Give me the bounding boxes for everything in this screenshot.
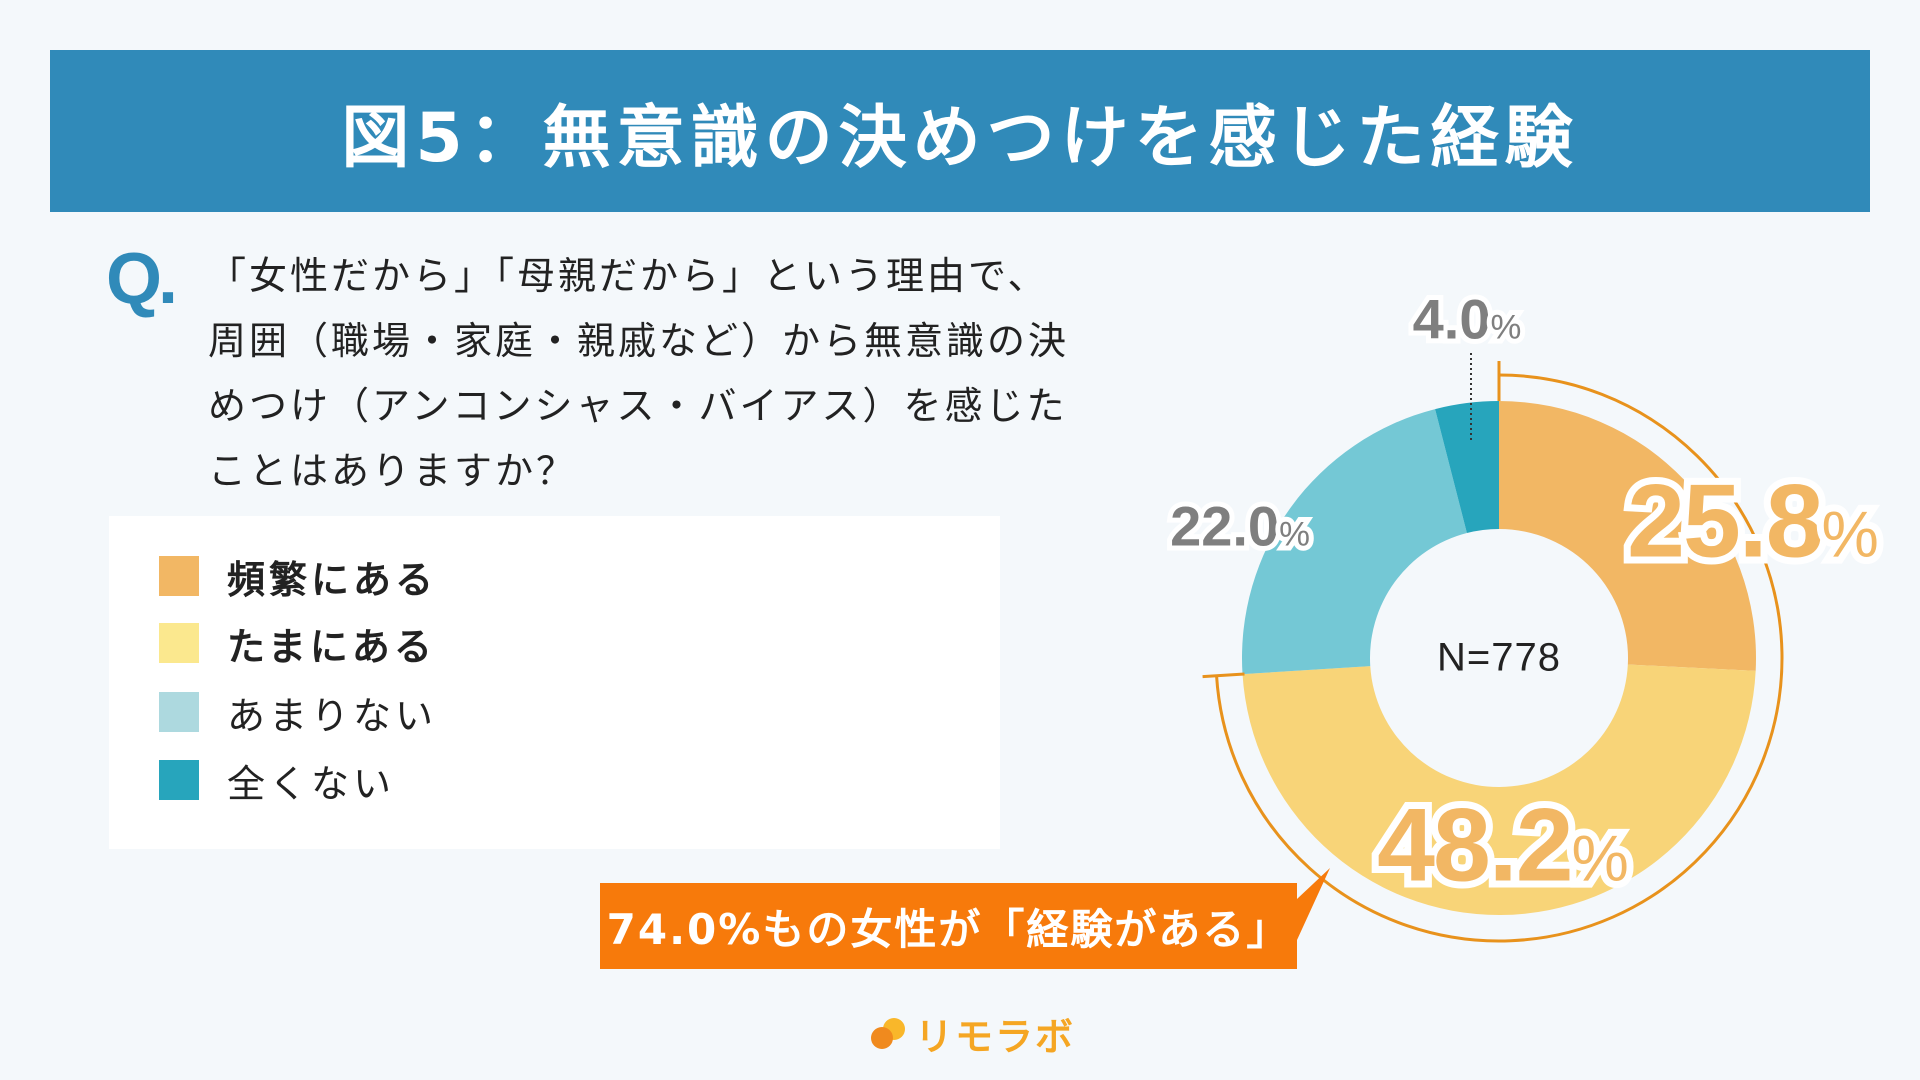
question-line: 周囲（職場・家庭・親戚など）から無意識の決 (208, 319, 1070, 363)
segment-sometimes (1242, 664, 1756, 916)
question-line: めつけ（アンコンシャス・バイアス）を感じた (208, 384, 1068, 428)
callout-pointer-icon (1297, 868, 1330, 940)
sample-size-label: N=778 (1437, 635, 1561, 680)
question-text: 「女性だから」「母親だから」という理由で、 周囲（職場・家庭・親戚など）から無意… (208, 244, 1188, 504)
legend-item-frequent: 頻繁にある (159, 555, 437, 602)
highlight-callout: 74.0%もの女性が「経験がある」 (600, 883, 1297, 969)
brand-logo: リモラボ (871, 1006, 1075, 1061)
label-never: 4.0% (1408, 283, 1527, 356)
legend-item-rarely: あまりない (159, 691, 437, 738)
segment-never (1435, 401, 1499, 534)
question-line: 「女性だから」「母親だから」という理由で、 (208, 254, 1049, 298)
title-banner: 図5：無意識の決めつけを感じた経験 (50, 50, 1870, 212)
legend-item-never: 全くない (159, 759, 395, 806)
segment-frequent (1499, 401, 1756, 671)
donut-segments (1241, 401, 1756, 916)
label-frequent: 25.8% (1620, 457, 1886, 587)
question-mark-icon: Q. (106, 239, 178, 319)
legend-swatch-never (159, 760, 199, 800)
legend-swatch-sometimes (159, 623, 199, 663)
chart-legend: 頻繁にある たまにある あまりない 全くない (109, 516, 1000, 849)
legend-swatch-frequent (159, 556, 199, 596)
logo-dots-icon (871, 1017, 907, 1050)
legend-label: たまにある (227, 624, 436, 669)
legend-label: 全くない (227, 761, 396, 806)
label-sometimes: 48.2% (1370, 781, 1636, 911)
legend-label: 頻繁にある (227, 557, 438, 602)
page-title: 図5：無意識の決めつけを感じた経験 (341, 98, 1579, 178)
label-rarely: 22.0% (1165, 490, 1315, 563)
legend-swatch-rarely (159, 692, 199, 732)
legend-label: あまりない (227, 693, 438, 738)
callout-text: 74.0%もの女性が「経験がある」 (606, 904, 1291, 954)
legend-item-sometimes: たまにある (159, 622, 436, 669)
experience-bracket (1202, 361, 1784, 943)
logo-text: リモラボ (915, 1015, 1076, 1059)
question-line: ことはありますか？ (208, 449, 578, 493)
segment-rarely (1241, 409, 1467, 675)
